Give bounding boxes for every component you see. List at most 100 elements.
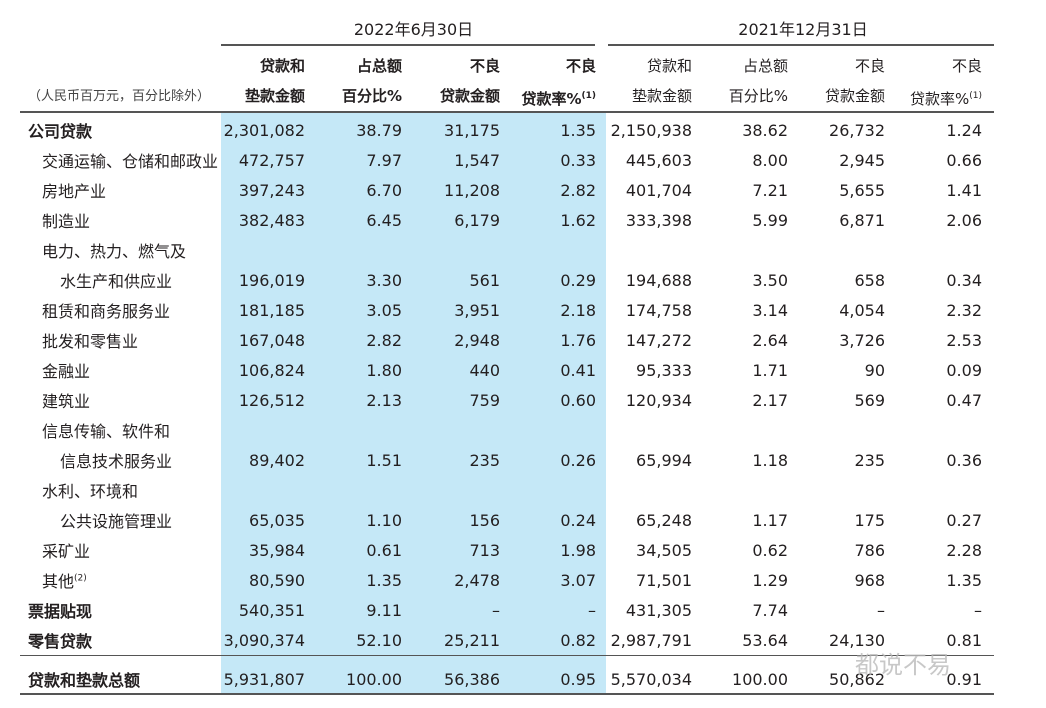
table-cell	[596, 415, 692, 445]
table-cell: 0.62	[752, 540, 788, 560]
table-cell: 0.09	[946, 360, 982, 380]
row-label-text: 批发和零售业	[42, 332, 139, 351]
row-label: 金融业	[0, 355, 220, 385]
table-cell: 2.13	[366, 390, 402, 410]
table-cell: 1.51	[366, 450, 402, 470]
divider	[20, 655, 994, 656]
table-cell: 3.30	[366, 270, 402, 290]
row-label: 制造业	[0, 205, 220, 235]
table-cell: 3,951	[454, 300, 500, 320]
column-header-text: 占总额	[742, 57, 788, 75]
table-cell: 65,994	[636, 450, 692, 470]
footnote-mark: (1)	[969, 91, 982, 101]
table-cell: 100.00	[346, 669, 402, 689]
row-label: 批发和零售业	[0, 325, 220, 355]
table-cell: 0.47	[946, 390, 982, 410]
table-cell: 333,398	[625, 210, 692, 230]
table-cell: 1.35	[946, 570, 982, 590]
table-cell: 2.64	[752, 330, 788, 350]
period-current: 2022年6月30日	[353, 20, 474, 39]
row-label-text: 水生产和供应业	[60, 272, 173, 291]
table-cell: 2,301,082	[223, 120, 305, 140]
footnote-mark: (1)	[581, 91, 597, 101]
table-cell	[692, 475, 788, 505]
table-cell: 397,243	[238, 180, 305, 200]
table-cell: 8.00	[752, 150, 788, 170]
row-label-text: 票据贴现	[28, 602, 93, 621]
table-cell: 6,871	[839, 210, 885, 230]
row-label-text: 其他	[42, 572, 75, 591]
table-cell	[885, 235, 982, 265]
table-cell: 34,505	[636, 540, 692, 560]
table-cell: 174,758	[625, 300, 692, 320]
table-cell: 2.18	[560, 300, 596, 320]
table-cell: 440	[469, 360, 500, 380]
divider	[20, 693, 994, 695]
table-cell: 56,386	[444, 669, 500, 689]
column-header: 不良	[496, 51, 596, 81]
table-cell: 2,150,938	[610, 120, 692, 140]
column-header-text: 占总额	[356, 57, 402, 75]
table-row: 贷款和垫款总额 5,931,807 100.00 56,386 0.95 5,570,03…	[0, 655, 982, 697]
table-cell: 25,211	[444, 630, 500, 650]
column-header: 不良	[882, 51, 982, 81]
row-label-text: 零售贷款	[28, 632, 93, 651]
table-cell: 1.98	[560, 540, 596, 560]
column-header: 占总额	[302, 51, 402, 81]
table-cell: 0.41	[560, 360, 596, 380]
table-cell: 431,305	[625, 600, 692, 620]
column-header-text: 不良	[565, 57, 596, 75]
loan-table: 公司贷款 2,301,082 38.79 31,175 1.35 2,150,938 38.…	[0, 115, 982, 697]
table-cell: 2.06	[946, 210, 982, 230]
table-cell	[788, 235, 885, 265]
row-label-text: 交通运输、仓储和邮政业	[42, 152, 219, 171]
table-cell: 0.26	[560, 450, 596, 470]
table-row: 公司贷款 2,301,082 38.79 31,175 1.35 2,150,938 38.…	[0, 115, 982, 145]
current-period-highlight	[221, 113, 606, 693]
table-cell	[305, 475, 402, 505]
column-header: 百分比%	[688, 81, 788, 111]
table-cell: 5.99	[752, 210, 788, 230]
table-cell: 167,048	[238, 330, 305, 350]
row-label-text: 公司贷款	[28, 122, 93, 141]
column-header-text: 不良	[469, 57, 500, 75]
row-label-text: 金融业	[42, 362, 91, 381]
row-label: 其他(2)	[0, 565, 220, 595]
table-cell	[402, 235, 500, 265]
table-row: 制造业 382,483 6.45 6,179 1.62 333,398 5.99 6,871 2…	[0, 205, 982, 235]
table-cell: 71,501	[636, 570, 692, 590]
row-label-text: 租赁和商务服务业	[42, 302, 171, 321]
row-label-text: 贷款和垫款总额	[28, 671, 141, 690]
row-label: 水利、环境和	[0, 475, 220, 505]
table-cell: 2.82	[366, 330, 402, 350]
table-cell: 1,547	[454, 150, 500, 170]
table-cell: 4,054	[839, 300, 885, 320]
column-header: 垫款金额	[205, 81, 305, 111]
row-label-text: 水利、环境和	[42, 482, 139, 501]
table-cell: 3.05	[366, 300, 402, 320]
table-cell: 0.66	[946, 150, 982, 170]
column-header: 贷款金额	[400, 81, 500, 111]
table-cell: 786	[854, 540, 885, 560]
table-cell: 2.53	[946, 330, 982, 350]
table-cell: 100.00	[732, 669, 788, 689]
row-label-text: 房地产业	[42, 182, 107, 201]
table-cell: –	[492, 600, 500, 620]
row-label: 租赁和商务服务业	[0, 295, 220, 325]
column-header-text: 贷款和	[259, 57, 305, 75]
row-label-text: 公共设施管理业	[60, 512, 173, 531]
table-cell: 1.10	[366, 510, 402, 530]
table-cell: 2.17	[752, 390, 788, 410]
table-cell: 0.36	[946, 450, 982, 470]
table-cell: 24,130	[829, 630, 885, 650]
table-cell: 6.70	[366, 180, 402, 200]
table-cell	[788, 475, 885, 505]
table-row: 其他(2) 80,590 1.35 2,478 3.07 71,501 1.29 968 1.3…	[0, 565, 982, 595]
table-cell: 0.82	[560, 630, 596, 650]
table-cell: 5,570,034	[610, 669, 692, 689]
table-cell: 1.76	[560, 330, 596, 350]
row-label: 水生产和供应业	[0, 265, 220, 295]
unit-note: （人民币百万元，百分比除外）	[28, 89, 211, 104]
table-cell: 0.61	[366, 540, 402, 560]
table-cell: 175	[854, 510, 885, 530]
